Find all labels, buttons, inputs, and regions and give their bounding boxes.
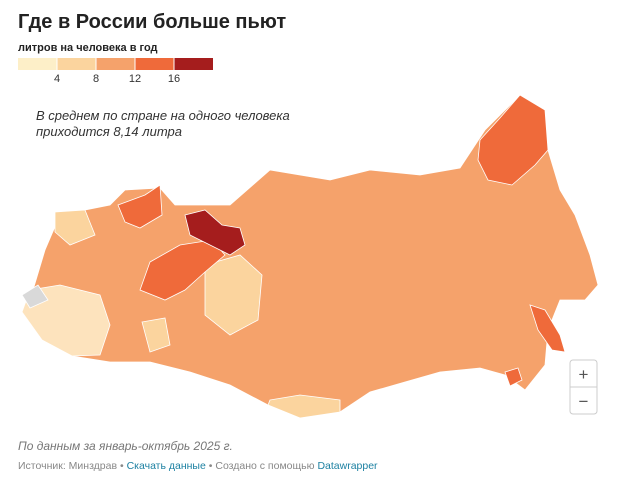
- region-high: [139, 239, 226, 301]
- separator: •: [209, 460, 213, 472]
- region-highest: [184, 209, 246, 256]
- zoom-in-button[interactable]: +: [579, 365, 589, 384]
- title: Где в России больше пьют: [18, 11, 286, 33]
- region-light: [267, 394, 341, 419]
- region-high: [477, 94, 549, 186]
- source: Источник: Минздрав: [18, 460, 117, 472]
- region-high: [117, 184, 163, 229]
- annotation: приходится 8,14 литра: [36, 124, 182, 139]
- legend-swatch: [135, 58, 174, 70]
- download-link[interactable]: Скачать данные: [127, 460, 206, 472]
- region-high: [504, 367, 523, 387]
- annotation: В среднем по стране на одного человека: [36, 108, 290, 123]
- region-light: [204, 254, 263, 336]
- map: [21, 94, 599, 419]
- legend-tick-label: 16: [168, 73, 180, 85]
- legend: 4 8 12 16: [18, 58, 213, 85]
- legend-swatch: [57, 58, 96, 70]
- region-gray: [21, 284, 49, 309]
- separator: •: [120, 460, 124, 472]
- source-line: Источник: Минздрав • Скачать данные • Со…: [18, 460, 378, 472]
- legend-tick-label: 4: [54, 73, 60, 85]
- region-high: [529, 304, 566, 353]
- credit: Создано с помощью: [215, 460, 314, 472]
- legend-tick-label: 12: [129, 73, 141, 85]
- legend-title: литров на человека в год: [18, 42, 158, 54]
- zoom-controls: + −: [569, 359, 598, 415]
- legend-tick-label: 8: [93, 73, 99, 85]
- legend-swatch: [18, 58, 57, 70]
- region-light: [54, 209, 96, 246]
- legend-swatch: [96, 58, 135, 70]
- note: По данным за январь-октябрь 2025 г.: [18, 439, 233, 453]
- region-light: [141, 317, 171, 353]
- zoom-out-button[interactable]: −: [579, 392, 589, 411]
- legend-swatch: [174, 58, 213, 70]
- credit-link[interactable]: Datawrapper: [317, 460, 378, 472]
